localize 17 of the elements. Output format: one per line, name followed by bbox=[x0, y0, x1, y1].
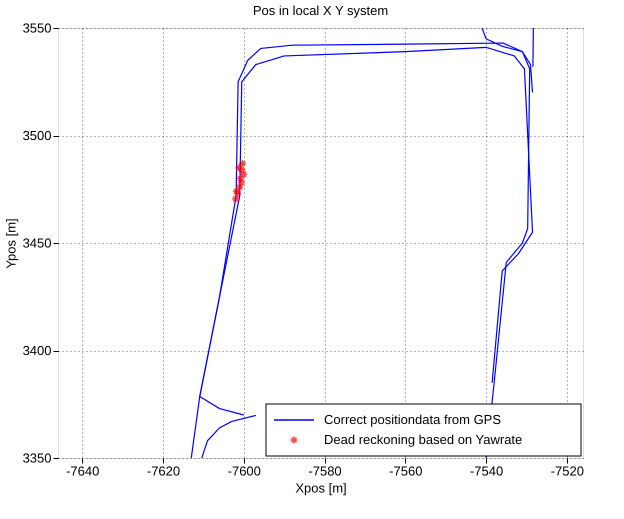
x-axis-title: Xpos [m] bbox=[295, 480, 347, 496]
x-tick-label: -7520 bbox=[550, 464, 584, 478]
x-tick-label: -7640 bbox=[66, 464, 100, 478]
x-tick-label: -7560 bbox=[389, 464, 422, 478]
chart-title: Pos in local X Y system bbox=[252, 3, 388, 18]
legend-label: Dead reckoning based on Yawrate bbox=[324, 432, 522, 447]
x-tick-label: -7540 bbox=[470, 464, 504, 478]
y-tick-label: 3550 bbox=[22, 20, 52, 36]
legend-label: Correct positiondata from GPS bbox=[324, 412, 502, 427]
x-tick-label: -7600 bbox=[228, 464, 261, 478]
y-tick-label: 3450 bbox=[22, 236, 52, 250]
x-tick-label: -7620 bbox=[146, 464, 180, 478]
x-tick-label: -7580 bbox=[308, 464, 342, 478]
y-tick-label: 3350 bbox=[22, 450, 52, 466]
y-tick-label: 3400 bbox=[22, 343, 52, 358]
y-axis-title: Ypos [m] bbox=[4, 218, 19, 269]
y-tick-label: 3500 bbox=[22, 128, 52, 143]
